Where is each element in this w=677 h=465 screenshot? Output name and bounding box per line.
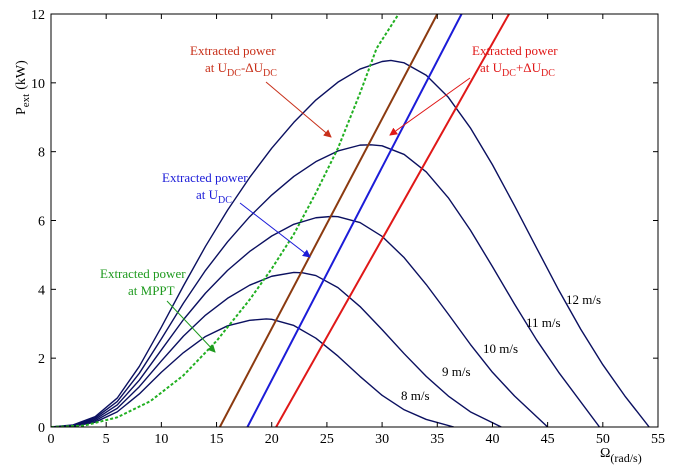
x-tick-label-40: 40 <box>485 432 499 447</box>
x-tick-label-15: 15 <box>210 432 224 447</box>
x-tick-label-25: 25 <box>320 432 334 447</box>
curve-label-9: 9 m/s <box>442 364 471 379</box>
annotation-udc-plus-sub1: DC <box>502 68 516 79</box>
y-tick-label-6: 6 <box>38 215 45 230</box>
y-tick-label-4: 4 <box>38 283 45 298</box>
y-axis-label-unit: (kW) <box>14 60 29 90</box>
annotation-udc-plus-mid: +ΔU <box>516 60 542 75</box>
annotation-udc: Extracted power at UDC <box>162 170 311 258</box>
annotation-udc-line1: Extracted power <box>162 170 248 185</box>
curve-label-12: 12 m/s <box>566 292 601 307</box>
power-curve-10-m-s <box>51 215 549 427</box>
mppt-curve <box>51 14 400 427</box>
annotation-mppt-line2: at MPPT <box>128 283 175 298</box>
curve-label-10: 10 m/s <box>483 341 518 356</box>
droop-line-udc-minus <box>218 14 439 427</box>
annotation-udc-line2: at UDC <box>196 187 232 206</box>
curve-label-11: 11 m/s <box>526 315 561 330</box>
annotation-udc-plus-line1: Extracted power <box>472 43 558 58</box>
curve-label-8: 8 m/s <box>401 388 430 403</box>
annotation-udc-plus-prefix: at U <box>480 60 503 75</box>
annotation-mppt: Extracted power at MPPT <box>100 266 216 353</box>
y-tick-label-12: 12 <box>31 8 45 23</box>
y-tick-label-0: 0 <box>38 421 45 436</box>
annotation-udc-minus-sub2: DC <box>263 68 277 79</box>
y-axis-label-main: P <box>14 107 29 115</box>
annotation-udc-minus-sub1: DC <box>227 68 241 79</box>
annotation-udc-plus: Extracted power at UDC+ΔUDC <box>389 43 558 136</box>
annotation-udc-plus-arrow <box>389 77 471 136</box>
annotation-udc-minus-prefix: at U <box>205 60 228 75</box>
power-curve-9-m-s <box>51 271 502 427</box>
y-axis-label: Pext (kW) <box>14 60 32 115</box>
power-curve-11-m-s <box>51 144 601 427</box>
power-curve-8-m-s <box>51 318 455 427</box>
x-tick-label-55: 55 <box>651 432 665 447</box>
power-curve-12-m-s <box>51 59 650 427</box>
droop-line-udc <box>246 14 463 427</box>
x-tick-label-10: 10 <box>154 432 168 447</box>
droop-line-udc-plus <box>275 14 510 427</box>
x-tick-label-35: 35 <box>430 432 444 447</box>
x-axis-label: Ω(rad/s) <box>600 446 642 465</box>
annotation-udc-plus-sub2: DC <box>541 68 555 79</box>
annotation-udc-minus: Extracted power at UDC-ΔUDC <box>190 43 332 138</box>
annotation-udc-arrow <box>239 202 311 258</box>
annotation-udc-minus-line1: Extracted power <box>190 43 276 58</box>
x-tick-label-5: 5 <box>103 432 110 447</box>
annotation-udc-minus-arrow <box>265 81 332 138</box>
x-axis-label-sub: (rad/s) <box>610 451 641 465</box>
y-tick-label-10: 10 <box>31 77 45 92</box>
x-tick-label-0: 0 <box>48 432 55 447</box>
y-tick-label-8: 8 <box>38 146 45 161</box>
annotation-udc-minus-mid: -ΔU <box>241 60 264 75</box>
y-tick-label-2: 2 <box>38 352 45 367</box>
annotation-udc-sub1: DC <box>218 195 232 206</box>
annotation-udc-plus-line2: at UDC+ΔUDC <box>480 60 555 79</box>
annotation-udc-prefix: at U <box>196 187 219 202</box>
x-tick-label-50: 50 <box>596 432 610 447</box>
y-axis-label-sub: ext <box>20 94 32 107</box>
x-tick-label-30: 30 <box>375 432 389 447</box>
annotation-udc-minus-line2: at UDC-ΔUDC <box>205 60 277 79</box>
x-tick-label-45: 45 <box>541 432 555 447</box>
x-tick-label-20: 20 <box>265 432 279 447</box>
annotation-mppt-arrow <box>166 300 216 353</box>
annotation-mppt-line1: Extracted power <box>100 266 186 281</box>
x-axis-label-main: Ω <box>600 446 610 461</box>
